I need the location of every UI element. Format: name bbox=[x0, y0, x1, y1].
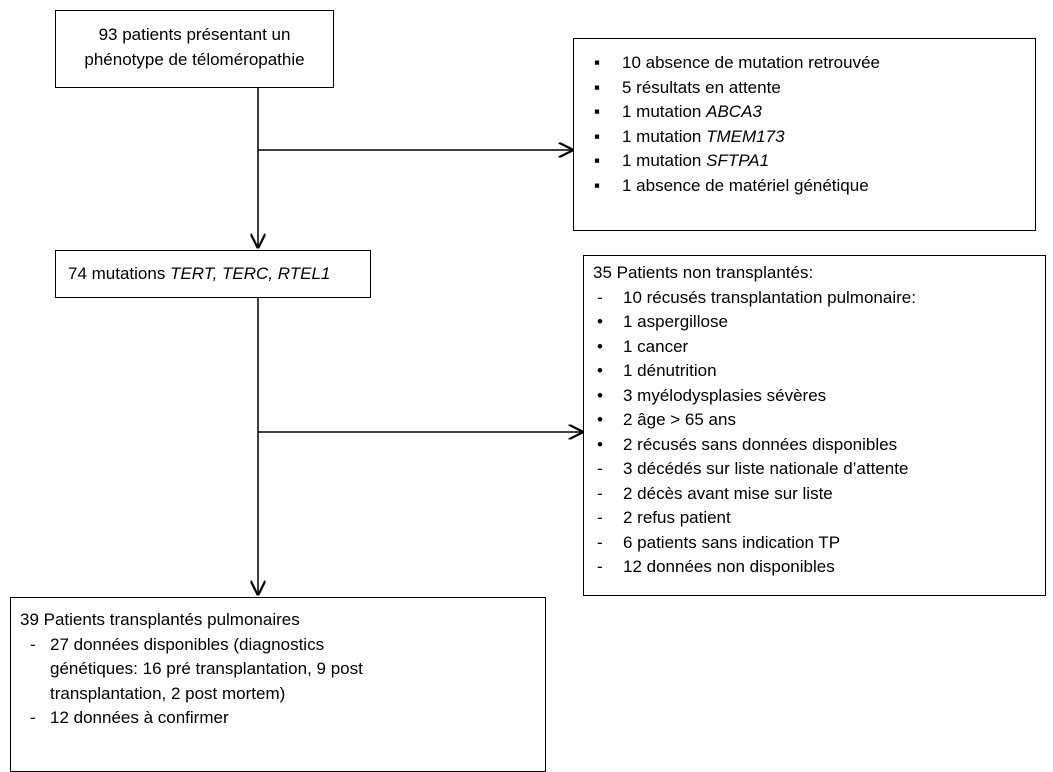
bullet: - bbox=[597, 557, 603, 576]
item: 6 patients sans indication TP bbox=[623, 532, 841, 552]
bullet: ▪ bbox=[594, 126, 601, 146]
text: 1 mutation bbox=[622, 102, 707, 121]
bullet: - bbox=[30, 634, 36, 654]
gene: SFTPA1 bbox=[706, 151, 770, 170]
bullet: • bbox=[597, 336, 603, 356]
item: 1 mutation SFTPA1 bbox=[622, 149, 769, 174]
item: 2 récusés sans données disponibles bbox=[623, 434, 898, 454]
item: 1 aspergillose bbox=[623, 312, 728, 331]
text: 5 résultats en attente bbox=[622, 77, 781, 97]
bullet: ▪ bbox=[594, 53, 601, 72]
item-line: 27 données disponibles (diagnostics bbox=[50, 634, 325, 654]
gene: TMEM173 bbox=[706, 126, 785, 146]
bullet: • bbox=[597, 434, 603, 454]
bullet: • bbox=[597, 312, 603, 331]
bullet: • bbox=[597, 410, 603, 429]
box-transplanted: 39 Patients transplantés pulmonaires -27 … bbox=[10, 597, 546, 772]
item: 2 âge > 65 ans bbox=[623, 410, 736, 429]
text: 1 mutation bbox=[622, 126, 707, 146]
text: 1 mutation bbox=[622, 151, 707, 170]
bullet: ▪ bbox=[594, 102, 601, 121]
item: 2 refus patient bbox=[623, 508, 731, 527]
box-not-transplanted: 35 Patients non transplantés: -10 récusés… bbox=[583, 255, 1046, 596]
item-line: transplantation, 2 post mortem) bbox=[50, 683, 286, 703]
gene: TERT, TERC, RTEL1 bbox=[170, 264, 331, 283]
item: 1 dénutrition bbox=[623, 361, 717, 380]
item: 1 cancer bbox=[623, 336, 689, 356]
box-title: 39 Patients transplantés pulmonaires bbox=[20, 610, 300, 629]
bullet: - bbox=[597, 483, 603, 503]
bullet: ▪ bbox=[594, 151, 601, 170]
bullet: • bbox=[597, 361, 603, 380]
item-line: 12 données à confirmer bbox=[50, 708, 229, 727]
item: 1 absence de matériel génétique bbox=[622, 174, 869, 199]
box-start: 93 patients présentant un phénotype de t… bbox=[55, 10, 334, 88]
item-line: génétiques: 16 pré transplantation, 9 po… bbox=[50, 659, 363, 678]
item: 10 récusés transplantation pulmonaire: bbox=[623, 287, 916, 307]
bullet: - bbox=[30, 708, 36, 727]
item: 1 mutation ABCA3 bbox=[622, 100, 762, 125]
item: 1 mutation TMEM173 bbox=[622, 125, 785, 150]
text: 10 absence de mutation retrouvée bbox=[622, 53, 881, 72]
item: 10 absence de mutation retrouvée bbox=[622, 51, 880, 76]
line: phénotype de téloméropathie bbox=[84, 49, 305, 69]
gene: ABCA3 bbox=[706, 102, 762, 121]
item: 3 décédés sur liste nationale d’attente bbox=[623, 459, 909, 478]
line: 93 patients présentant un bbox=[98, 25, 291, 44]
box-mutations: 74 mutations TERT, TERC, RTEL1 bbox=[55, 250, 371, 298]
item: 12 données non disponibles bbox=[623, 557, 835, 576]
text: 1 absence de matériel génétique bbox=[622, 175, 869, 195]
item: 5 résultats en attente bbox=[622, 76, 781, 101]
box-excluded: ▪ 10 absence de mutation retrouvée ▪ 5 résu… bbox=[573, 38, 1036, 231]
bullet: ▪ bbox=[594, 175, 601, 195]
bullet: - bbox=[597, 508, 603, 527]
bullet: - bbox=[597, 532, 603, 552]
bullet: • bbox=[597, 385, 603, 405]
item: 3 myélodysplasies sévères bbox=[623, 385, 827, 405]
bullet: ▪ bbox=[594, 77, 601, 97]
text: 74 mutations bbox=[68, 264, 171, 283]
line: 74 mutations TERT, TERC, RTEL1 bbox=[68, 262, 330, 287]
item: 2 décès avant mise sur liste bbox=[623, 483, 833, 503]
box-title: 35 Patients non transplantés: bbox=[593, 263, 814, 282]
bullet: - bbox=[597, 287, 603, 307]
bullet: - bbox=[597, 459, 603, 478]
